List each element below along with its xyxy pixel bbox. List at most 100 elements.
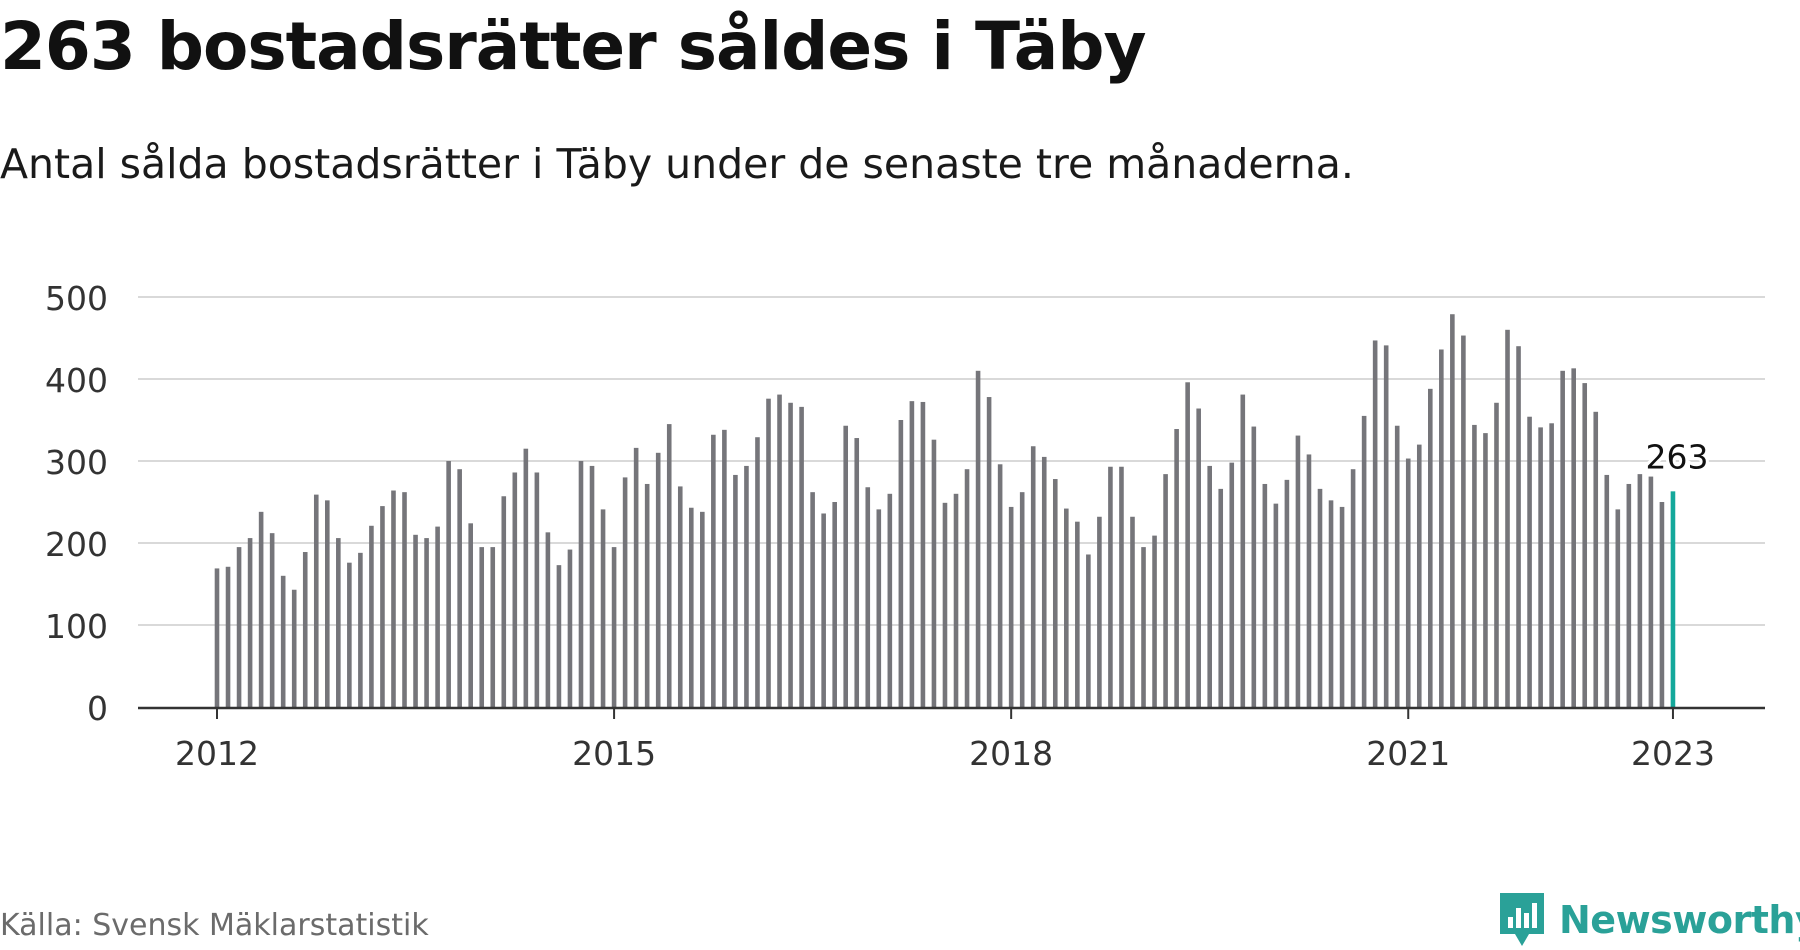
bar [280, 575, 286, 707]
bar [578, 461, 584, 707]
bar [1141, 547, 1146, 707]
bar [810, 492, 815, 707]
x-tick-label: 2021 [1366, 734, 1450, 773]
bar [457, 469, 462, 707]
x-tick-label: 2015 [572, 734, 656, 773]
bar [1472, 424, 1477, 707]
bar [1527, 416, 1532, 707]
bar [512, 472, 518, 707]
bar [1516, 346, 1521, 707]
bar [369, 525, 374, 707]
highlighted-bar [1670, 491, 1676, 707]
bar [644, 483, 650, 707]
bar [953, 493, 959, 707]
bar [964, 469, 970, 707]
bar [490, 547, 496, 707]
bar [435, 526, 440, 707]
bar [755, 437, 760, 707]
bar [1615, 509, 1621, 707]
bar [1064, 508, 1069, 707]
bar [700, 511, 705, 707]
bar [975, 370, 981, 707]
newsworthy-icon [1500, 893, 1544, 946]
bar [1041, 456, 1047, 707]
bar [744, 465, 749, 707]
bar [479, 547, 485, 707]
bar [1483, 433, 1488, 707]
bar [1295, 435, 1301, 707]
bar [1229, 462, 1235, 707]
bar [291, 589, 297, 707]
bar [236, 547, 242, 707]
bar [545, 532, 551, 707]
source-note: Källa: Svensk Mäklarstatistik [0, 908, 429, 943]
y-tick-label: 100 [45, 607, 108, 646]
bar [1052, 479, 1058, 707]
bar [909, 401, 915, 707]
bar [1019, 492, 1025, 707]
y-tick-label: 200 [45, 525, 108, 564]
bar [854, 438, 860, 707]
bar [1163, 474, 1168, 707]
y-tick-label: 0 [87, 689, 108, 728]
bar [302, 552, 308, 707]
brand-name: Newsworthy [1559, 898, 1800, 942]
bar [1119, 466, 1124, 707]
bar [777, 394, 782, 707]
bar [380, 506, 385, 707]
highlight-value-label: 263 [1645, 437, 1708, 476]
bar [1582, 383, 1588, 707]
bar [1428, 388, 1433, 707]
bar [821, 513, 826, 707]
bar [688, 507, 694, 707]
bar [1394, 425, 1400, 707]
bar [1659, 502, 1665, 707]
bar [600, 509, 606, 707]
bar [876, 509, 882, 707]
bar [1461, 335, 1466, 707]
bar [1196, 408, 1201, 707]
bar [1262, 483, 1268, 707]
bar [1075, 521, 1080, 707]
bar [1240, 394, 1246, 707]
bar [225, 566, 231, 707]
bar [1328, 500, 1334, 707]
bar [832, 502, 837, 707]
bar [567, 549, 573, 707]
bar [1185, 382, 1190, 707]
bar [1494, 402, 1499, 707]
bar [1218, 488, 1224, 707]
bar [1174, 429, 1179, 707]
bar [534, 472, 540, 707]
bar [622, 477, 628, 707]
gridlines [138, 296, 1765, 626]
bar [1637, 474, 1643, 707]
bar [986, 397, 992, 707]
bar [1317, 488, 1323, 707]
bar [1273, 503, 1279, 707]
bar [1306, 454, 1312, 707]
bar [269, 533, 275, 707]
x-tick-label: 2012 [175, 734, 259, 773]
bar [214, 568, 220, 707]
bar [1626, 483, 1632, 707]
bar [1648, 476, 1654, 707]
bar [799, 406, 804, 707]
bar [931, 439, 937, 707]
bar [722, 429, 727, 707]
bar [1108, 466, 1113, 707]
bar [1439, 349, 1444, 707]
bar [1130, 516, 1135, 707]
bar [1604, 474, 1610, 707]
bar [633, 447, 639, 707]
bar [501, 496, 507, 707]
newsworthy-logo: Newsworthy [1497, 890, 1800, 950]
bar [677, 486, 683, 707]
bar [1538, 427, 1543, 707]
bar [347, 562, 352, 707]
bar [666, 424, 672, 707]
bar [413, 534, 418, 707]
bar [942, 502, 948, 707]
bar-chart: 0 100 200 300 400 500 2012 2015 2018 2021 2023 263 [45, 279, 1765, 773]
labels: 263 [1642, 434, 1711, 479]
